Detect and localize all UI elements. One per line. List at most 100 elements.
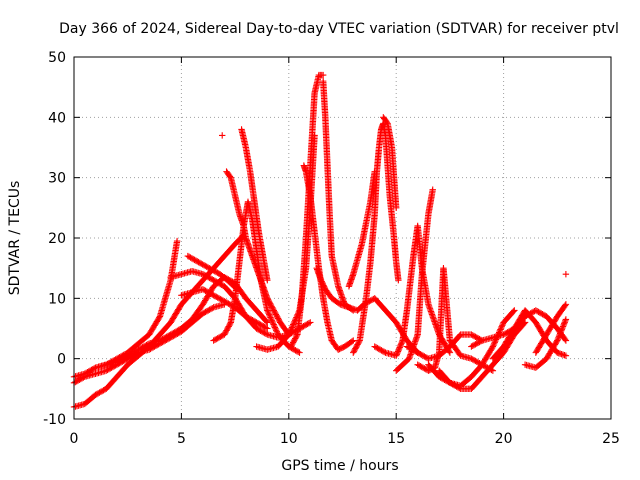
- data-point: [562, 352, 570, 359]
- data-point: [211, 267, 218, 275]
- data-point: [476, 338, 483, 346]
- y-tick-label: 30: [48, 171, 66, 187]
- data-point: [124, 352, 131, 359]
- data-point: [418, 351, 425, 359]
- data-point: [367, 297, 374, 304]
- data-point: [256, 320, 263, 328]
- data-point: [253, 319, 260, 326]
- data-point: [473, 358, 480, 365]
- data-point: [217, 295, 224, 303]
- data-point: [348, 338, 356, 345]
- data-point: [560, 321, 567, 329]
- data-point: [188, 255, 196, 262]
- data-point: [78, 375, 86, 382]
- data-point: [206, 274, 213, 282]
- data-point: [217, 280, 224, 288]
- data-point: [258, 322, 266, 329]
- data-point: [446, 349, 454, 356]
- data-point: [218, 281, 225, 288]
- data-point: [273, 328, 280, 335]
- data-point: [496, 327, 504, 335]
- data-point: [470, 341, 478, 349]
- data-point: [397, 342, 404, 350]
- x-tick-label: 5: [177, 431, 186, 447]
- data-point: [199, 271, 207, 278]
- data-point: [253, 325, 260, 332]
- data-point: [469, 342, 476, 350]
- data-point: [174, 327, 181, 334]
- data-point: [271, 322, 278, 330]
- y-tick-label: 0: [57, 352, 66, 368]
- data-point: [248, 316, 255, 323]
- data-point: [293, 347, 301, 355]
- data-point: [501, 330, 509, 337]
- data-point: [206, 306, 213, 313]
- data-point: [378, 347, 385, 354]
- data-point: [535, 308, 542, 316]
- data-point: [158, 336, 165, 344]
- data-point: [270, 321, 277, 328]
- data-point: [532, 307, 540, 314]
- data-point: [379, 347, 386, 355]
- data-point: [553, 338, 560, 346]
- data-point: [419, 352, 427, 359]
- data-point: [203, 288, 211, 295]
- x-axis-tick-labels: 0 5 10 15 20 25: [70, 431, 620, 447]
- data-point: [243, 313, 251, 321]
- data-point: [561, 336, 569, 343]
- data-point: [204, 264, 212, 271]
- data-point: [201, 286, 208, 294]
- data-point: [393, 204, 400, 212]
- data-point: [269, 319, 277, 327]
- data-point: [166, 332, 173, 339]
- series-arc-9: [223, 168, 292, 338]
- data-point: [215, 280, 223, 287]
- data-point: [393, 352, 400, 359]
- data-point: [206, 289, 213, 297]
- y-tick-label: 20: [48, 231, 66, 247]
- series-arc-28: [532, 301, 570, 356]
- data-point: [556, 330, 564, 337]
- data-point: [214, 279, 221, 286]
- data-point: [209, 276, 216, 283]
- data-point: [559, 324, 566, 332]
- data-point: [141, 342, 149, 350]
- data-point: [393, 351, 400, 358]
- x-tick-label: 25: [602, 431, 620, 447]
- data-point: [213, 335, 220, 343]
- data-point: [245, 314, 252, 322]
- data-point: [403, 343, 411, 350]
- data-point: [288, 325, 295, 333]
- data-point: [151, 343, 158, 350]
- data-point: [371, 168, 378, 175]
- data-point: [562, 337, 570, 344]
- data-point: [170, 329, 177, 337]
- data-point: [86, 367, 94, 374]
- series-arc-24: [435, 307, 518, 390]
- data-point: [305, 320, 313, 327]
- data-point: [261, 323, 268, 331]
- data-point: [167, 331, 174, 338]
- data-point: [163, 333, 170, 340]
- data-point: [469, 332, 476, 339]
- data-point: [554, 337, 561, 344]
- data-point: [139, 344, 146, 351]
- data-point: [472, 357, 479, 365]
- data-point: [395, 277, 402, 284]
- data-point: [97, 388, 105, 396]
- data-point: [108, 364, 115, 371]
- data-point: [207, 290, 215, 298]
- data-point: [125, 351, 133, 359]
- data-point: [268, 317, 275, 324]
- data-point: [77, 375, 84, 383]
- data-point: [202, 262, 209, 270]
- data-point: [210, 292, 217, 299]
- data-point: [557, 328, 564, 336]
- data-point: [561, 319, 568, 326]
- data-point: [203, 273, 211, 280]
- data-point: [190, 255, 197, 263]
- data-point: [129, 349, 137, 356]
- data-point: [264, 325, 271, 332]
- data-point: [192, 257, 200, 264]
- data-point: [556, 331, 563, 339]
